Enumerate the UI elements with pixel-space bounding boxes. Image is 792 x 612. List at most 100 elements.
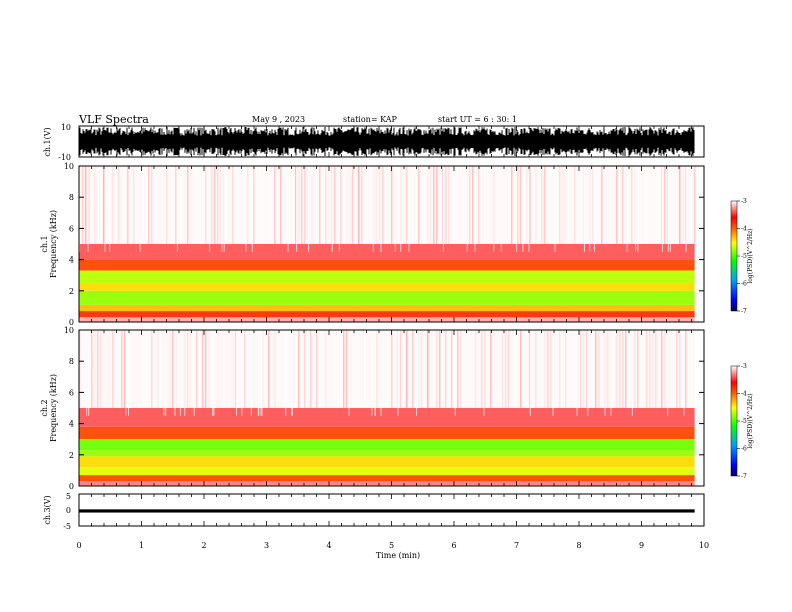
spectrogram-stripe	[532, 166, 534, 244]
spectrogram-stripe	[202, 330, 204, 408]
spectrogram-band	[79, 290, 695, 305]
spectrogram-gap	[86, 330, 88, 416]
spectrogram-stripe	[235, 330, 237, 408]
spectrogram-gap	[442, 166, 444, 252]
spectrogram-stripe	[268, 330, 270, 408]
spectrogram-band	[79, 481, 695, 486]
spectrogram-stripe	[268, 166, 270, 244]
spectrogram-stripe	[607, 166, 609, 244]
spectrogram-stripe	[439, 166, 441, 244]
spectrogram-stripe	[688, 330, 690, 408]
spectrogram-stripe	[82, 166, 84, 244]
spectrogram-stripe	[535, 166, 537, 244]
ch3-waveform-trace	[79, 509, 695, 513]
spectrogram-gap	[626, 166, 628, 252]
figure-title: VLF Spectra	[78, 113, 149, 126]
spectrogram-stripe	[670, 330, 672, 408]
spectrogram-stripe	[157, 166, 159, 244]
spectrogram-gap	[308, 166, 310, 252]
spectrogram-stripe	[415, 166, 417, 244]
spectrogram-gap	[454, 330, 456, 416]
ch1-waveform-panel: 10 -10 ch.1(V)	[43, 123, 705, 162]
spectrogram-stripe	[310, 330, 312, 408]
spectrogram-gap	[109, 166, 111, 252]
spectrogram-stripe	[406, 330, 408, 408]
spectrogram-stripe	[283, 330, 285, 408]
spectrogram-stripe	[424, 166, 426, 244]
spectrogram-stripe	[544, 166, 546, 244]
spectrogram-stripe	[154, 330, 156, 408]
spectrogram-stripe	[496, 330, 498, 408]
spectrogram-stripe	[214, 166, 216, 244]
spectrogram-stripe	[577, 330, 579, 408]
spectrogram-stripe	[265, 330, 267, 408]
spectrogram-stripe	[427, 330, 429, 408]
spectrogram-stripe	[619, 166, 621, 244]
spectrogram-stripe	[475, 330, 477, 408]
spectrogram-stripe	[469, 166, 471, 244]
spectrogram-stripe	[631, 330, 633, 408]
spectrogram-stripe	[658, 330, 660, 408]
spectrogram-gap	[661, 166, 663, 252]
spectrogram-stripe	[250, 330, 252, 408]
spectrogram-gap	[79, 166, 81, 252]
spectrogram-band	[79, 426, 695, 440]
spectrogram-stripe	[232, 330, 234, 408]
spectrogram-stripe	[175, 330, 177, 408]
spectrogram-stripe	[412, 330, 414, 408]
spectrogram-stripe	[256, 166, 258, 244]
spectrogram-stripe	[466, 330, 468, 408]
spectrogram-stripe	[331, 330, 333, 408]
start-time-label: start UT = 6 : 30: 1	[438, 115, 517, 124]
ch1-ytick-bottom: -10	[58, 153, 71, 162]
spectrogram-stripe	[553, 330, 555, 408]
ch3-waveform-panel: 5 0 -5 ch.3(V) 0 1 2 3 4 5 6 7 8 9 10 Time (min)	[43, 126, 709, 560]
spectrogram-stripe	[682, 330, 684, 408]
spectrogram-stripe	[622, 166, 624, 244]
spectrogram-stripe	[202, 166, 204, 244]
spectrogram-stripe	[265, 166, 267, 244]
spectrogram-stripe	[199, 166, 201, 244]
spectrogram-gap	[251, 166, 253, 252]
spectrogram-gap	[408, 166, 410, 252]
spectrogram-stripe	[481, 330, 483, 408]
spectrogram-gap	[193, 330, 195, 416]
spectrogram-stripe	[544, 330, 546, 408]
spectrogram-gap	[88, 330, 90, 416]
spectrogram-stripe	[541, 166, 543, 244]
spectrogram-stripe	[178, 166, 180, 244]
spectrogram-stripe	[136, 330, 138, 408]
spectrogram-stripe	[688, 166, 690, 244]
spectrogram-stripe	[355, 166, 357, 244]
spectrogram-gap	[291, 330, 293, 416]
ch1-ylabel: ch.1(V)	[43, 127, 52, 156]
spectrogram-gap	[260, 330, 262, 416]
spectrogram-stripe	[316, 166, 318, 244]
spectrogram-stripe	[487, 330, 489, 408]
colorbar-tick-label: -7	[741, 308, 747, 315]
spectrogram-stripe	[664, 166, 666, 244]
spectrogram-stripe	[433, 166, 435, 244]
spectrogram-band	[79, 456, 695, 468]
spectrogram-stripe	[559, 166, 561, 244]
spectrogram-stripe	[304, 330, 306, 408]
ch2-spectrogram-image	[79, 330, 704, 486]
spectrogram-stripe	[373, 330, 375, 408]
spectrogram-stripe	[367, 330, 369, 408]
xtick-label: 10	[699, 541, 709, 550]
spectrogram-stripe	[655, 330, 657, 408]
spectrogram-stripe	[457, 166, 459, 244]
spectrogram-stripe	[472, 166, 474, 244]
ch1-colorbar-ticks: -3 -4 -5 -6 -7	[737, 198, 747, 315]
spectrogram-gap	[125, 330, 127, 416]
spectrogram-stripe	[643, 330, 645, 408]
spectrogram-stripe	[190, 330, 192, 408]
spectrogram-stripe	[694, 166, 696, 244]
spectrogram-stripe	[517, 330, 519, 408]
spectrogram-stripe	[148, 166, 150, 244]
spectrogram-stripe	[286, 166, 288, 244]
spectrogram-gap	[338, 166, 340, 252]
spectrogram-gap	[221, 166, 223, 252]
spectrogram-stripe	[109, 330, 111, 408]
